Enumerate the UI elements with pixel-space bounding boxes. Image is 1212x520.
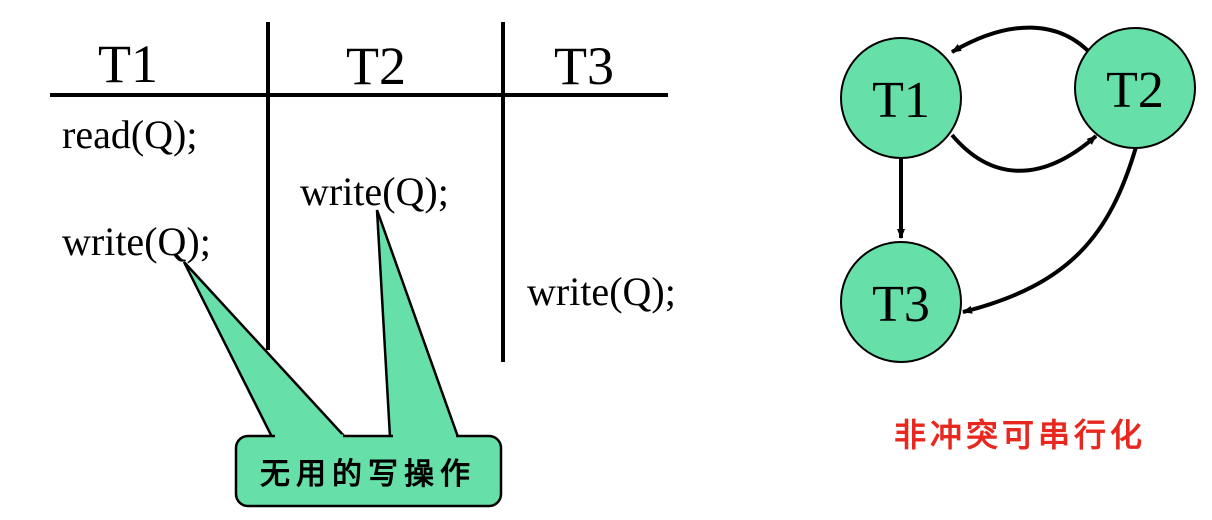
column-header-t3: T3 xyxy=(554,36,614,96)
graph-node-t2-label: T2 xyxy=(1106,62,1164,119)
graph-node-t1-label: T1 xyxy=(872,72,930,129)
op-t2-write: write(Q); xyxy=(300,169,449,214)
edge-t1-to-t2 xyxy=(952,135,1096,171)
column-header-t2: T2 xyxy=(346,36,406,96)
graph-node-t1: T1 xyxy=(841,38,961,158)
column-header-t1: T1 xyxy=(98,34,158,94)
edge-t2-to-t1 xyxy=(952,28,1092,55)
graph-node-t2: T2 xyxy=(1075,28,1195,148)
edge-t2-to-t3 xyxy=(963,147,1136,312)
callout-pointer-left xyxy=(184,262,345,437)
op-t1-write: write(Q); xyxy=(62,219,211,264)
op-t1-read: read(Q); xyxy=(62,112,197,157)
graph-caption: 非冲突可串行化 xyxy=(894,416,1146,454)
graph-node-t3: T3 xyxy=(841,242,961,362)
useless-write-callout: 无用的写操作 xyxy=(184,210,501,506)
precedence-graph: T1 T2 T3 非冲突可串行化 xyxy=(841,28,1195,454)
op-t3-write: write(Q); xyxy=(527,269,676,314)
callout-label: 无用的写操作 xyxy=(260,457,476,492)
schedule-table: T1 T2 T3 read(Q); write(Q); write(Q); wr… xyxy=(50,22,676,362)
callout-pointer-right xyxy=(377,210,458,437)
graph-node-t3-label: T3 xyxy=(872,276,930,333)
